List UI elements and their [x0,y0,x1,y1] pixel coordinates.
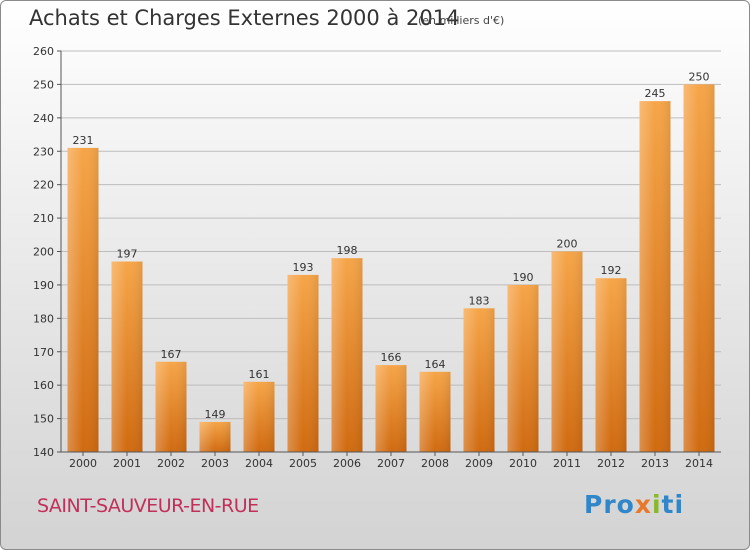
y-tick-label: 230 [33,145,54,158]
bar-shine-2004 [243,381,275,452]
data-label: 250 [689,70,710,83]
bar-shine-2008 [419,371,451,452]
bar-shine-2010 [507,284,539,452]
x-tick-label: 2006 [333,457,361,470]
y-tick-label: 260 [33,45,54,58]
x-tick-label: 2007 [377,457,405,470]
bar-shine-2002 [155,361,187,452]
data-label: 183 [469,294,490,307]
x-tick-label: 2004 [245,457,273,470]
bar-shine-2009 [463,308,495,452]
data-label: 192 [601,264,622,277]
bar-shine-2003 [199,421,231,452]
x-tick-label: 2012 [597,457,625,470]
bar-shine-2013 [639,101,671,452]
bar-shine-2011 [551,251,583,452]
y-tick-label: 150 [33,413,54,426]
y-tick-label: 220 [33,179,54,192]
y-tick-label: 210 [33,212,54,225]
y-tick-label: 200 [33,246,54,259]
bar-shine-2000 [67,147,99,453]
x-tick-label: 2008 [421,457,449,470]
y-tick-label: 250 [33,78,54,91]
data-label: 167 [161,348,182,361]
y-tick-label: 190 [33,279,54,292]
data-label: 166 [381,351,402,364]
data-label: 231 [73,134,94,147]
bar-shine-2001 [111,261,143,452]
chart-title: Achats et Charges Externes 2000 à 2014 [29,6,460,30]
y-tick-label: 240 [33,112,54,125]
x-tick-label: 2009 [465,457,493,470]
y-tick-label: 160 [33,379,54,392]
x-tick-label: 2002 [157,457,185,470]
x-tick-label: 2011 [553,457,581,470]
x-tick-label: 2010 [509,457,537,470]
proxiti-logo: Proxiti [584,490,685,519]
data-label: 164 [425,358,446,371]
commune-name: SAINT-SAUVEUR-EN-RUE [37,495,259,517]
data-label: 193 [293,261,314,274]
bar-shine-2005 [287,274,319,452]
x-tick-label: 2001 [113,457,141,470]
x-tick-label: 2005 [289,457,317,470]
chart-subtitle: (en milliers d'€) [418,14,505,27]
bar-shine-2007 [375,365,407,452]
data-label: 245 [645,87,666,100]
data-label: 198 [337,244,358,257]
data-label: 149 [205,408,226,421]
bar-shine-2014 [683,84,715,453]
x-tick-label: 2003 [201,457,229,470]
y-tick-label: 140 [33,446,54,459]
data-label: 197 [117,248,138,261]
bar-shine-2006 [331,258,363,452]
y-tick-label: 180 [33,312,54,325]
x-tick-label: 2013 [641,457,669,470]
y-tick-label: 170 [33,346,54,359]
data-label: 161 [249,368,270,381]
data-label: 200 [557,238,578,251]
data-label: 190 [513,271,534,284]
x-tick-label: 2000 [69,457,97,470]
bar-shine-2012 [595,278,627,452]
x-tick-label: 2014 [685,457,713,470]
